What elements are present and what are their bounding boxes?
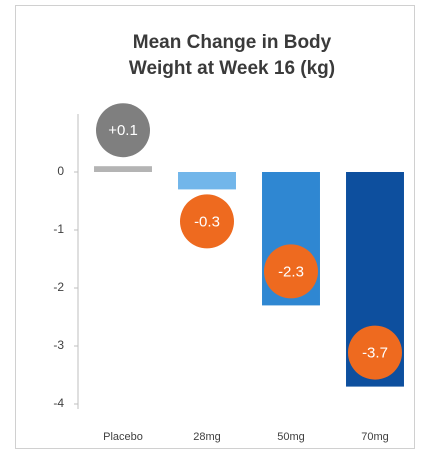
value-label: -3.7 — [362, 345, 388, 362]
value-label: -2.3 — [278, 263, 304, 280]
y-tick-label: -2 — [53, 280, 64, 294]
y-tick-label: -1 — [53, 222, 64, 236]
value-label-badge — [348, 325, 402, 380]
value-label-badge — [264, 244, 318, 299]
value-label: +0.1 — [108, 122, 138, 139]
y-tick-label: 0 — [57, 164, 64, 178]
x-tick-label: Placebo — [103, 431, 143, 443]
y-tick-label: -3 — [53, 338, 64, 352]
y-tick-label: -4 — [53, 396, 64, 410]
value-label-badge — [96, 103, 150, 158]
value-label-badge — [180, 194, 234, 249]
chart-frame — [15, 5, 415, 449]
bar — [94, 166, 152, 172]
x-tick-label: 70mg — [361, 431, 389, 443]
value-label: -0.3 — [194, 213, 220, 230]
x-tick-label: 50mg — [277, 431, 305, 443]
x-tick-label: 28mg — [193, 431, 221, 443]
chart-title: Mean Change in Body Weight at Week 16 (k… — [128, 32, 336, 79]
bar — [178, 172, 236, 190]
